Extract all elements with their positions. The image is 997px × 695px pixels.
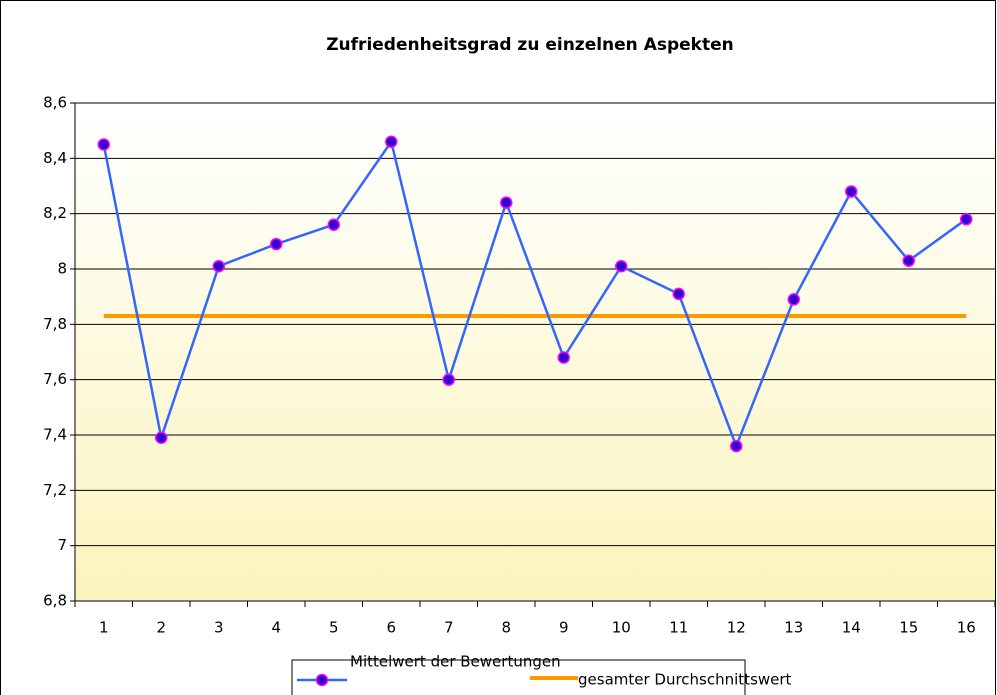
- marker: [97, 138, 110, 151]
- y-tick-label: 7,2: [43, 481, 67, 499]
- y-tick-label: 8,6: [43, 94, 67, 112]
- y-tick-label: 8,4: [43, 149, 67, 167]
- legend-label: gesamter Durchschnittswert: [578, 671, 792, 689]
- marker: [615, 259, 628, 273]
- x-tick-label: 11: [669, 619, 688, 637]
- x-tick-label: 13: [784, 619, 803, 637]
- y-tick-label: 7,6: [43, 370, 67, 388]
- marker: [787, 293, 800, 306]
- y-tick-label: 7,8: [43, 315, 67, 333]
- marker: [902, 254, 915, 267]
- x-tick-label: 16: [957, 619, 976, 637]
- marker: [730, 439, 743, 453]
- x-tick-label: 9: [559, 619, 569, 637]
- x-tick-label: 14: [842, 619, 861, 637]
- marker: [327, 218, 340, 231]
- x-tick-label: 10: [612, 619, 631, 637]
- y-tick-label: 7,4: [43, 426, 67, 444]
- marker: [212, 259, 225, 273]
- y-tick-label: 8: [57, 260, 67, 278]
- x-tick-label: 2: [156, 619, 166, 637]
- y-tick-label: 8,2: [43, 204, 67, 222]
- marker: [557, 351, 570, 364]
- x-tick-label: 5: [329, 619, 339, 637]
- legend-marker: [315, 673, 329, 687]
- marker: [960, 212, 973, 226]
- marker: [155, 431, 168, 445]
- marker: [270, 237, 283, 251]
- legend-label: Mittelwert der Bewertungen: [350, 653, 561, 671]
- y-tick-label: 6,8: [43, 592, 67, 610]
- series-line: [102, 138, 967, 450]
- x-tick-label: 3: [214, 619, 224, 637]
- marker: [442, 373, 455, 386]
- x-tick-label: 8: [501, 619, 511, 637]
- chart-title: Zufriedenheitsgrad zu einzelnen Aspekten: [326, 35, 734, 55]
- x-tick-label: 12: [727, 619, 746, 637]
- marker: [672, 287, 685, 301]
- plot-area: [75, 103, 995, 601]
- x-tick-label: 4: [271, 619, 281, 637]
- legend-box: [291, 659, 746, 695]
- x-tick-label: 6: [386, 619, 396, 637]
- x-tick-label: 1: [99, 619, 109, 637]
- y-tick-label: 7: [57, 536, 67, 554]
- x-tick-label: 15: [899, 619, 918, 637]
- marker: [385, 135, 398, 148]
- x-tick-label: 7: [444, 619, 454, 637]
- marker: [500, 196, 513, 209]
- marker: [845, 185, 858, 198]
